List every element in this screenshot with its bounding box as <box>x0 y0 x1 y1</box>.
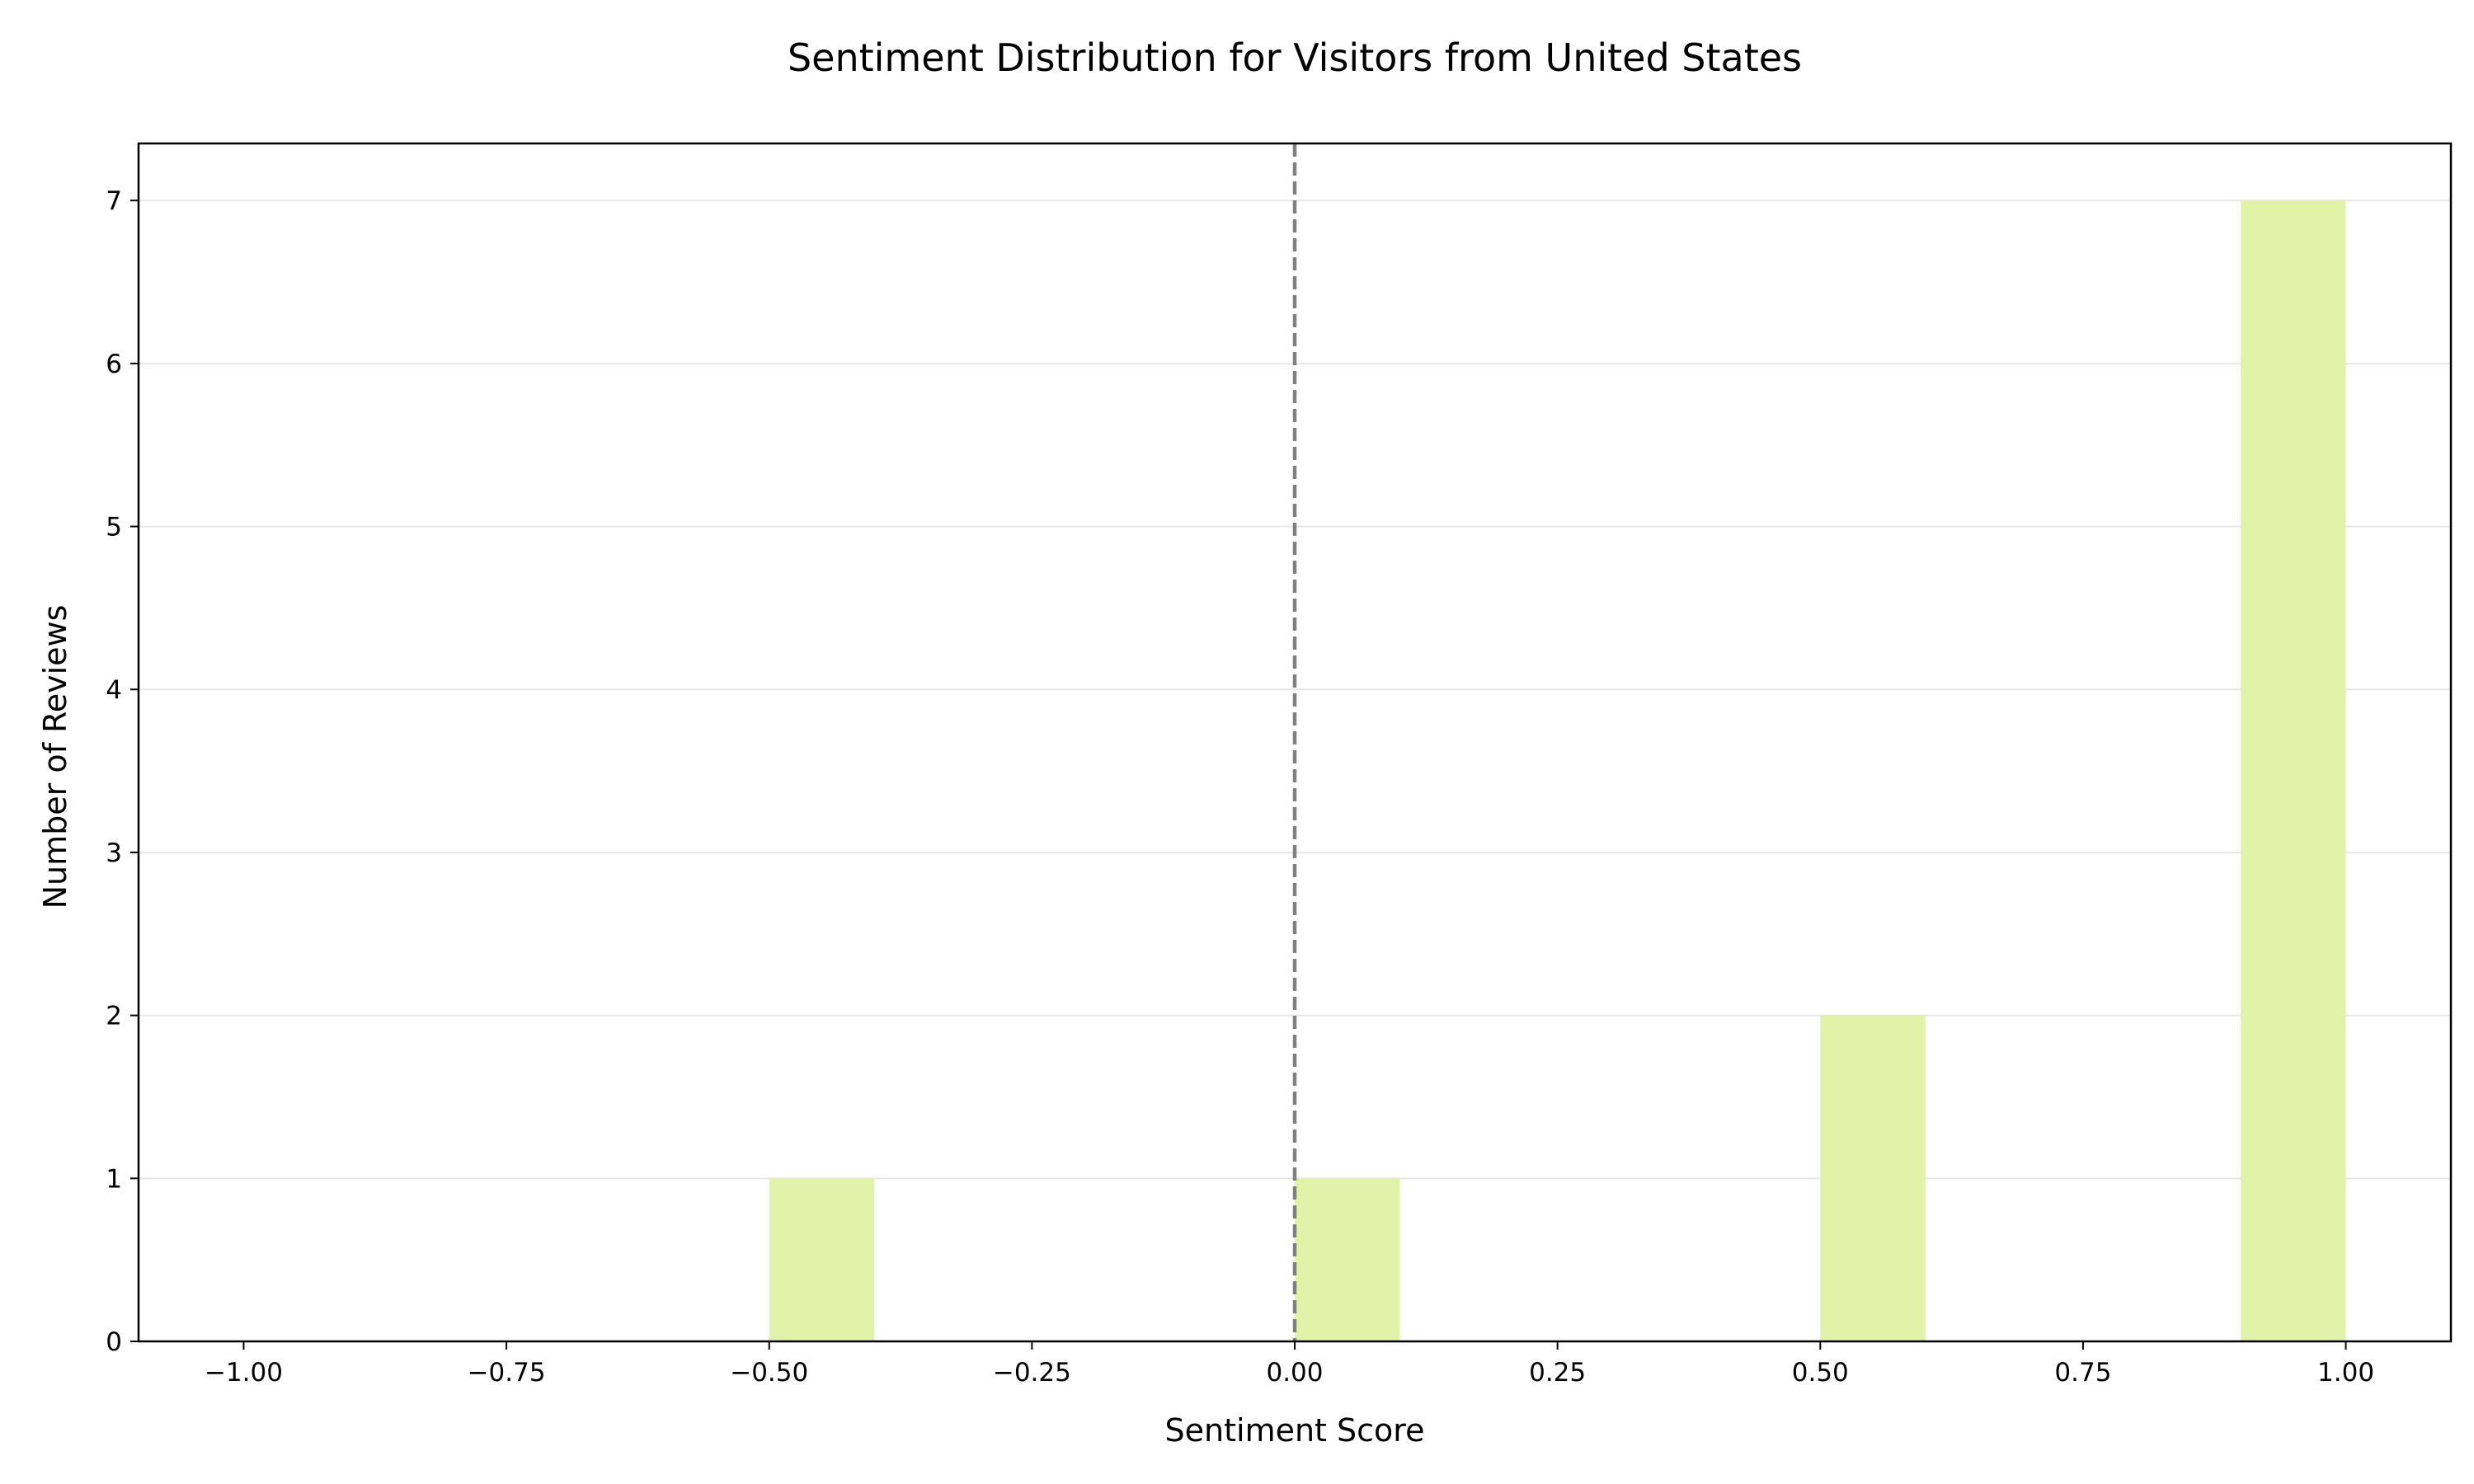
x-tick-label: 0.50 <box>1792 1358 1849 1388</box>
histogram-bar <box>1295 1178 1400 1341</box>
y-tick-label: 1 <box>106 1164 122 1194</box>
y-axis-title: Number of Reviews <box>37 605 73 909</box>
x-axis-title: Sentiment Score <box>1165 1412 1425 1449</box>
x-tick-label: 0.75 <box>2054 1358 2111 1388</box>
y-tick-label: 6 <box>106 350 122 379</box>
histogram-bar <box>769 1178 875 1341</box>
histogram-bar <box>2241 200 2346 1342</box>
x-tick-label: 0.25 <box>1529 1358 1586 1388</box>
ticks: −1.00 −0.75 −0.50 −0.25 0.00 0.25 0.50 0.75 1.00… <box>106 186 2374 1388</box>
y-tick-label: 2 <box>106 1002 122 1031</box>
y-tick-label: 4 <box>106 675 122 705</box>
x-tick-label: −0.50 <box>730 1358 808 1388</box>
y-tick-label: 0 <box>106 1327 122 1357</box>
histogram-bar <box>1820 1015 1926 1341</box>
x-tick-label: 0.00 <box>1266 1358 1323 1388</box>
x-tick-label: −1.00 <box>205 1358 283 1388</box>
y-tick-label: 5 <box>106 513 122 542</box>
x-tick-label: −0.25 <box>993 1358 1071 1388</box>
x-tick-label: −0.75 <box>468 1358 546 1388</box>
y-tick-label: 3 <box>106 838 122 868</box>
x-tick-label: 1.00 <box>2317 1358 2374 1388</box>
y-tick-label: 7 <box>106 186 122 216</box>
chart-title: Sentiment Distribution for Visitors from… <box>788 35 1802 80</box>
bars <box>769 200 2346 1342</box>
